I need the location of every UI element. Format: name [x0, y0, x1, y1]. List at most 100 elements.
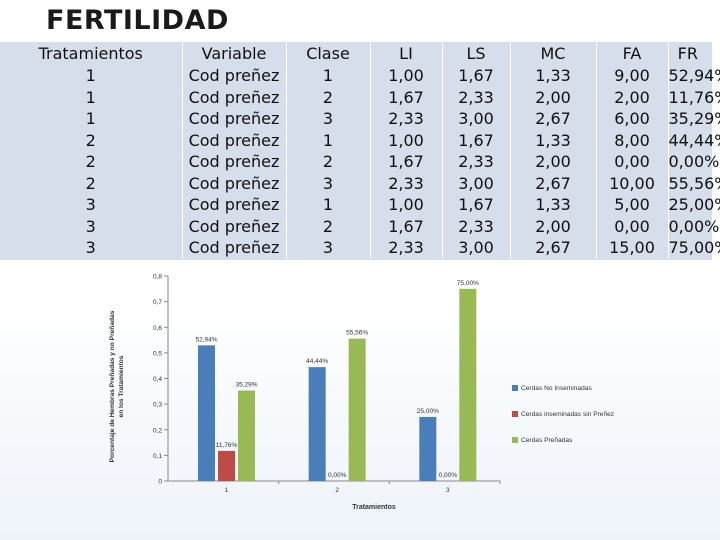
cell-ls: 2,33 — [442, 215, 511, 237]
legend-swatch-3 — [512, 437, 518, 443]
bar-1-cat-1 — [198, 345, 215, 481]
header-fa: FA — [596, 42, 669, 65]
cell-variable: Cod preñez — [182, 108, 287, 130]
x-tick-label: 3 — [446, 487, 450, 494]
header-li: LI — [370, 42, 443, 65]
cell-li: 1,67 — [370, 215, 443, 237]
cell-fr: 11,76% — [668, 87, 720, 107]
cell-li: 1,00 — [370, 194, 443, 216]
bar-data-label: 0,00% — [328, 472, 347, 479]
cell-clase: 3 — [286, 237, 371, 259]
cell-mc: 2,67 — [510, 108, 597, 130]
table-row: 2 Cod preñez 2 1,67 2,33 2,00 0,00 0,00% — [0, 151, 720, 173]
cell-tratamiento: 1 — [0, 65, 183, 87]
cell-variable: Cod preñez — [182, 65, 287, 87]
bar-data-label: 35,29% — [235, 382, 257, 389]
cell-li: 2,33 — [370, 237, 443, 259]
header-mc: MC — [510, 42, 597, 65]
cell-li: 1,00 — [370, 65, 443, 87]
legend-swatch-2 — [512, 411, 518, 417]
cell-fa: 5,00 — [596, 194, 669, 216]
y-tick-label: 0,2 — [153, 427, 162, 434]
cell-clase: 2 — [286, 151, 371, 173]
cell-fr: 55,56% — [668, 173, 720, 193]
header-tratamientos: Tratamientos — [0, 42, 183, 65]
cell-li: 2,33 — [370, 172, 443, 194]
cell-fa: 6,00 — [596, 108, 669, 130]
bar-3-cat-3 — [459, 288, 477, 481]
bar-1-cat-3 — [419, 416, 437, 481]
cell-fr: 35,29% — [668, 109, 720, 129]
cell-variable: Cod preñez — [182, 194, 287, 216]
cell-ls: 1,67 — [442, 65, 511, 87]
legend-label-1: Cerdas No Inseminadas — [521, 385, 592, 392]
cell-fr: 0,00% — [668, 152, 720, 172]
cell-tratamiento: 2 — [0, 151, 183, 173]
cell-ls: 3,00 — [442, 172, 511, 194]
cell-tratamiento: 1 — [0, 108, 183, 130]
fertility-table: Tratamientos Variable Clase LI LS MC FA FR 1 Cod… — [0, 42, 720, 259]
cell-fr: 0,00% — [668, 216, 720, 236]
cell-fr: 25,00% — [668, 195, 720, 215]
bar-data-label: 52,94% — [195, 336, 217, 343]
bar-data-label: 55,56% — [346, 330, 368, 337]
x-axis-title: Tratamientos — [352, 504, 396, 511]
x-tick-label: 1 — [225, 487, 229, 494]
cell-fr: 75,00% — [668, 238, 720, 258]
cell-fa: 0,00 — [596, 215, 669, 237]
legend-label-2: Cerdas inseminadas sin Preñez — [521, 411, 614, 418]
cell-variable: Cod preñez — [182, 237, 287, 259]
y-axis-title-line: Porcentaje de Hembras Preñadas y no Preñ… — [109, 310, 116, 462]
cell-li: 1,67 — [370, 86, 443, 108]
cell-variable: Cod preñez — [182, 215, 287, 237]
cell-ls: 1,67 — [442, 129, 511, 151]
cell-fa: 8,00 — [596, 129, 669, 151]
cell-fa: 9,00 — [596, 65, 669, 87]
table-row: 3 Cod preñez 2 1,67 2,33 2,00 0,00 0,00% — [0, 215, 720, 237]
cell-variable: Cod preñez — [182, 172, 287, 194]
cell-ls: 3,00 — [442, 237, 511, 259]
legend-swatch-1 — [512, 385, 518, 391]
y-tick-label: 0,1 — [153, 453, 162, 460]
header-variable: Variable — [182, 42, 287, 65]
cell-fr: 44,44% — [668, 130, 720, 150]
table-header-row: Tratamientos Variable Clase LI LS MC FA FR — [0, 42, 712, 65]
cell-mc: 1,33 — [510, 65, 597, 87]
y-axis-title: Porcentaje de Hembras Preñadas y no Preñ… — [109, 310, 125, 462]
y-tick-label: 0,8 — [153, 274, 162, 281]
fertility-bar-chart: 0 0,1 0,2 0,3 0,4 0,5 0,6 0,7 0,8 52,94% 11,76% 35,… — [109, 274, 614, 512]
cell-clase: 3 — [286, 108, 371, 130]
cell-ls: 2,33 — [442, 86, 511, 108]
bar-1-cat-2 — [308, 367, 326, 481]
cell-variable: Cod preñez — [182, 86, 287, 108]
cell-fa: 2,00 — [596, 86, 669, 108]
bar-data-label: 11,76% — [216, 442, 238, 449]
y-tick-label: 0,5 — [153, 350, 162, 357]
cell-mc: 2,67 — [510, 172, 597, 194]
header-clase: Clase — [286, 42, 371, 65]
cell-clase: 1 — [286, 65, 371, 87]
cell-clase: 1 — [286, 194, 371, 216]
bar-data-label: 25,00% — [417, 408, 439, 415]
bar-data-label: 44,44% — [306, 358, 328, 365]
cell-fa: 15,00 — [596, 237, 669, 259]
cell-mc: 1,33 — [510, 194, 597, 216]
page-title: FERTILIDAD — [46, 5, 229, 36]
fertility-table-container: Tratamientos Variable Clase LI LS MC FA FR 1 Cod… — [0, 42, 720, 260]
cell-mc: 1,33 — [510, 129, 597, 151]
cell-mc: 2,00 — [510, 215, 597, 237]
cell-fa: 10,00 — [596, 172, 669, 194]
y-tick-label: 0,6 — [153, 325, 162, 332]
bar-2-cat-1 — [218, 450, 235, 481]
cell-clase: 3 — [286, 172, 371, 194]
bar-3-cat-1 — [238, 390, 255, 481]
header-fr: FR — [677, 44, 698, 63]
y-tick-label: 0,4 — [153, 376, 162, 383]
cell-clase: 2 — [286, 86, 371, 108]
